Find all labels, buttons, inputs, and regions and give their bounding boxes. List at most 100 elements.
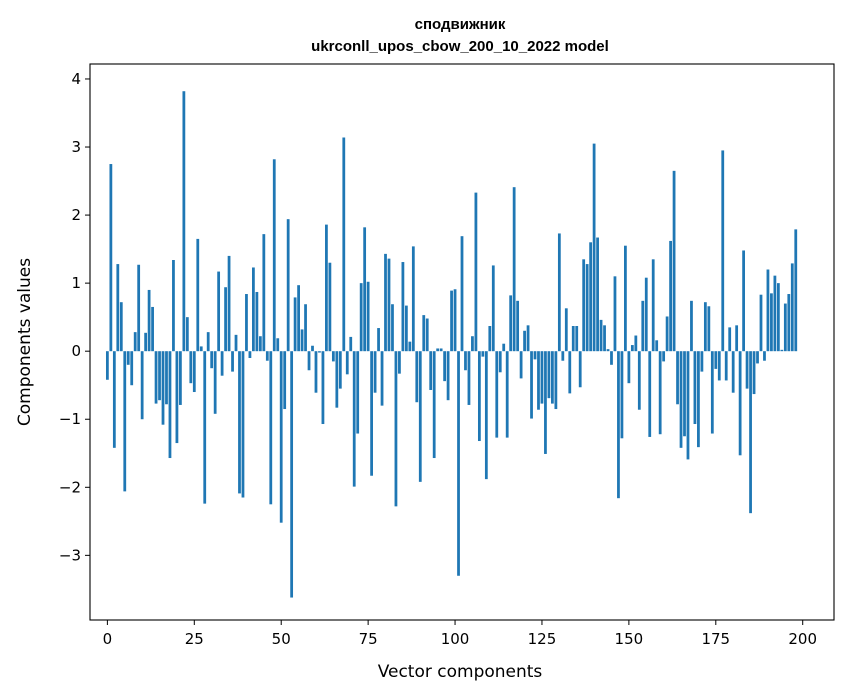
bar-component-102 <box>460 236 464 352</box>
bar-component-134 <box>571 326 575 352</box>
bar-component-132 <box>564 308 568 352</box>
bar-component-15 <box>158 351 161 401</box>
bar-component-34 <box>224 287 227 352</box>
bar-component-167 <box>686 351 690 460</box>
bar-component-194 <box>780 349 784 352</box>
bar-component-84 <box>398 351 401 374</box>
bar-component-146 <box>613 276 617 352</box>
y-tick-label: 3 <box>71 138 81 156</box>
bar-component-55 <box>297 285 300 352</box>
bars-group <box>105 91 798 598</box>
chart-title: сподвижник <box>415 16 506 33</box>
bar-component-87 <box>408 341 412 352</box>
bar-component-159 <box>658 351 662 435</box>
y-tick-label: −1 <box>59 410 81 428</box>
x-tick-label: 200 <box>788 630 817 648</box>
bar-component-9 <box>137 264 141 352</box>
bar-component-52 <box>286 219 290 352</box>
bar-component-50 <box>279 351 283 523</box>
bar-component-31 <box>213 351 217 414</box>
bar-component-4 <box>119 302 123 352</box>
bar-component-170 <box>697 351 700 448</box>
bar-component-77 <box>373 351 377 393</box>
y-tick-label: −2 <box>59 478 81 496</box>
bar-component-76 <box>370 351 373 476</box>
bar-component-184 <box>745 351 749 389</box>
bar-component-124 <box>537 351 540 410</box>
bar-component-26 <box>196 238 200 352</box>
bar-component-1 <box>109 164 113 352</box>
x-tick-label: 175 <box>701 630 730 648</box>
bar-component-64 <box>328 262 332 352</box>
bar-component-6 <box>126 351 130 365</box>
bar-component-160 <box>662 351 666 362</box>
bar-component-89 <box>415 351 419 403</box>
bar-component-187 <box>756 351 759 364</box>
bar-component-110 <box>488 326 492 352</box>
bar-component-11 <box>144 332 148 352</box>
bar-component-163 <box>672 170 676 352</box>
x-tick-label: 0 <box>103 630 113 648</box>
plot-frame <box>89 63 835 621</box>
bar-component-154 <box>641 300 645 352</box>
bar-component-164 <box>676 351 679 405</box>
bar-component-142 <box>599 319 603 352</box>
bar-component-68 <box>342 137 346 352</box>
bar-component-21 <box>179 351 182 405</box>
bar-component-75 <box>366 281 370 352</box>
bar-component-108 <box>481 351 485 357</box>
bar-component-145 <box>610 351 613 365</box>
bar-component-14 <box>154 351 158 404</box>
bar-component-179 <box>728 327 732 352</box>
bar-component-86 <box>404 305 408 352</box>
bar-component-88 <box>411 246 415 352</box>
bar-component-138 <box>585 264 589 352</box>
bar-component-131 <box>561 351 565 361</box>
bar-component-111 <box>491 265 495 352</box>
bar-component-151 <box>630 345 634 352</box>
bar-component-65 <box>331 351 335 362</box>
bar-component-41 <box>248 351 252 358</box>
bar-component-92 <box>425 318 429 352</box>
bar-component-44 <box>258 336 262 352</box>
bar-component-185 <box>749 351 752 514</box>
x-axis-label: Vector components <box>378 662 543 682</box>
bar-component-78 <box>377 328 380 352</box>
bar-component-137 <box>582 259 586 352</box>
bar-component-60 <box>314 351 318 393</box>
bar-component-20 <box>175 351 179 444</box>
bar-component-186 <box>752 351 756 395</box>
bar-component-38 <box>238 351 241 494</box>
bar-component-91 <box>422 315 426 352</box>
bar-component-193 <box>776 283 780 352</box>
bar-component-171 <box>700 351 704 372</box>
bar-component-56 <box>300 329 304 352</box>
bar-component-59 <box>311 345 314 352</box>
bar-component-17 <box>165 351 168 405</box>
bar-component-72 <box>356 351 360 434</box>
x-tick-label: 100 <box>441 630 470 648</box>
bar-component-191 <box>770 293 773 352</box>
bar-component-51 <box>283 351 287 410</box>
bar-component-10 <box>140 351 144 420</box>
bar-component-2 <box>112 351 116 448</box>
bar-component-96 <box>439 348 443 352</box>
bar-component-30 <box>210 351 214 369</box>
bar-component-35 <box>227 255 231 352</box>
bar-component-183 <box>742 250 745 352</box>
bar-component-198 <box>794 229 798 352</box>
bar-component-83 <box>394 351 398 507</box>
bar-component-23 <box>185 317 189 352</box>
bar-component-113 <box>498 351 502 373</box>
bar-component-94 <box>432 351 436 459</box>
bar-component-100 <box>453 289 457 352</box>
bar-component-156 <box>648 351 652 437</box>
bar-component-54 <box>293 297 297 352</box>
bar-component-133 <box>568 351 572 394</box>
bar-component-128 <box>551 351 554 404</box>
chart-subtitle: ukrconll_upos_cbow_200_10_2022 model <box>311 38 609 55</box>
x-tick-label: 50 <box>272 630 291 648</box>
bar-component-49 <box>276 338 280 352</box>
bar-component-135 <box>575 326 579 352</box>
bar-component-95 <box>436 348 440 352</box>
